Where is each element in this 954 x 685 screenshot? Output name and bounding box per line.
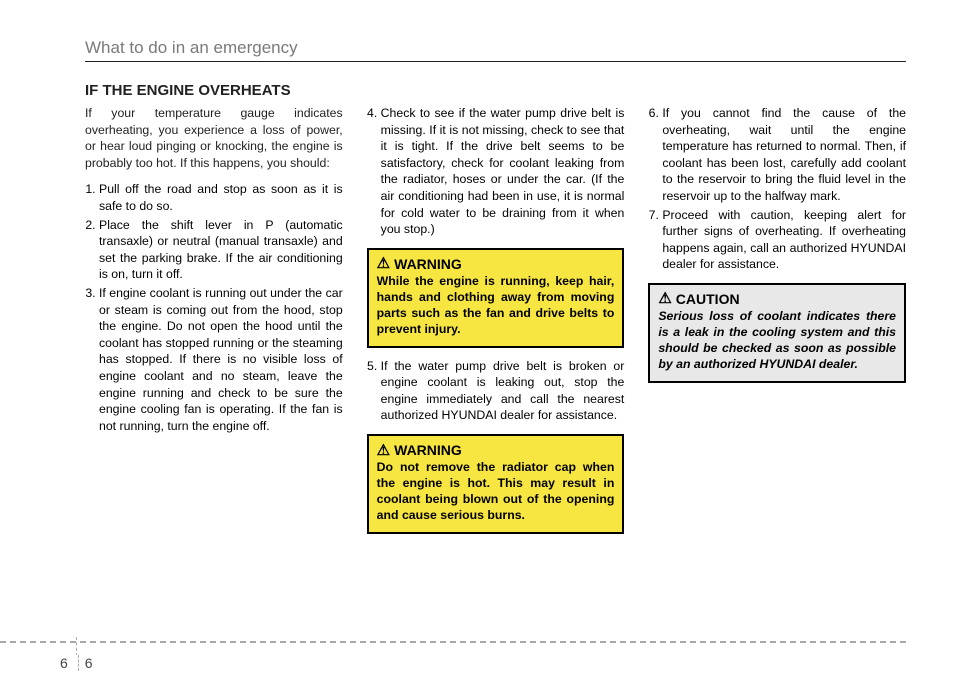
column-2: Check to see if the water pump drive bel… xyxy=(367,105,625,544)
step-7: Proceed with caution, keeping alert for … xyxy=(662,207,906,273)
caution-header: ⚠ CAUTION xyxy=(658,291,896,307)
steps-list-col1: Pull off the road and stop as soon as it… xyxy=(85,181,343,434)
warning-box-2: ⚠ WARNING Do not remove the radiator cap… xyxy=(367,434,625,534)
warning-1-label: WARNING xyxy=(394,256,462,272)
steps-list-col2a: Check to see if the water pump drive bel… xyxy=(367,105,625,238)
page-number: 6 6 xyxy=(56,655,96,671)
steps-list-col3: If you cannot find the cause of the over… xyxy=(648,105,906,273)
caution-box: ⚠ CAUTION Serious loss of coolant indica… xyxy=(648,283,906,383)
manual-page: What to do in an emergency IF THE ENGINE… xyxy=(0,0,954,685)
page-footer: 6 6 xyxy=(0,641,906,667)
warning-box-1: ⚠ WARNING While the engine is running, k… xyxy=(367,248,625,348)
page-number-left: 6 xyxy=(60,655,68,671)
content-columns: If your temperature gauge indicates over… xyxy=(85,105,906,544)
steps-list-col2b: If the water pump drive belt is broken o… xyxy=(367,358,625,424)
step-3: If engine coolant is running out under t… xyxy=(99,285,343,434)
chapter-title: What to do in an emergency xyxy=(85,38,906,62)
step-5: If the water pump drive belt is broken o… xyxy=(381,358,625,424)
intro-paragraph: If your temperature gauge indicates over… xyxy=(85,105,343,171)
caution-text: Serious loss of coolant indicates there … xyxy=(658,309,896,373)
page-number-right: 6 xyxy=(78,655,93,671)
warning-2-text: Do not remove the radiator cap when the … xyxy=(377,460,615,524)
section-title: IF THE ENGINE OVERHEATS xyxy=(85,82,906,99)
step-2: Place the shift lever in P (automatic tr… xyxy=(99,217,343,283)
column-3: If you cannot find the cause of the over… xyxy=(648,105,906,544)
warning-2-label: WARNING xyxy=(394,442,462,458)
warning-1-header: ⚠ WARNING xyxy=(377,256,615,272)
caution-icon: ⚠ xyxy=(658,291,671,306)
caution-label: CAUTION xyxy=(676,291,740,307)
step-6: If you cannot find the cause of the over… xyxy=(662,105,906,205)
warning-1-text: While the engine is running, keep hair, … xyxy=(377,274,615,338)
column-1: If your temperature gauge indicates over… xyxy=(85,105,343,544)
warning-icon: ⚠ xyxy=(377,256,390,271)
step-1: Pull off the road and stop as soon as it… xyxy=(99,181,343,214)
warning-2-header: ⚠ WARNING xyxy=(377,442,615,458)
step-4: Check to see if the water pump drive bel… xyxy=(381,105,625,238)
warning-icon: ⚠ xyxy=(377,443,390,458)
